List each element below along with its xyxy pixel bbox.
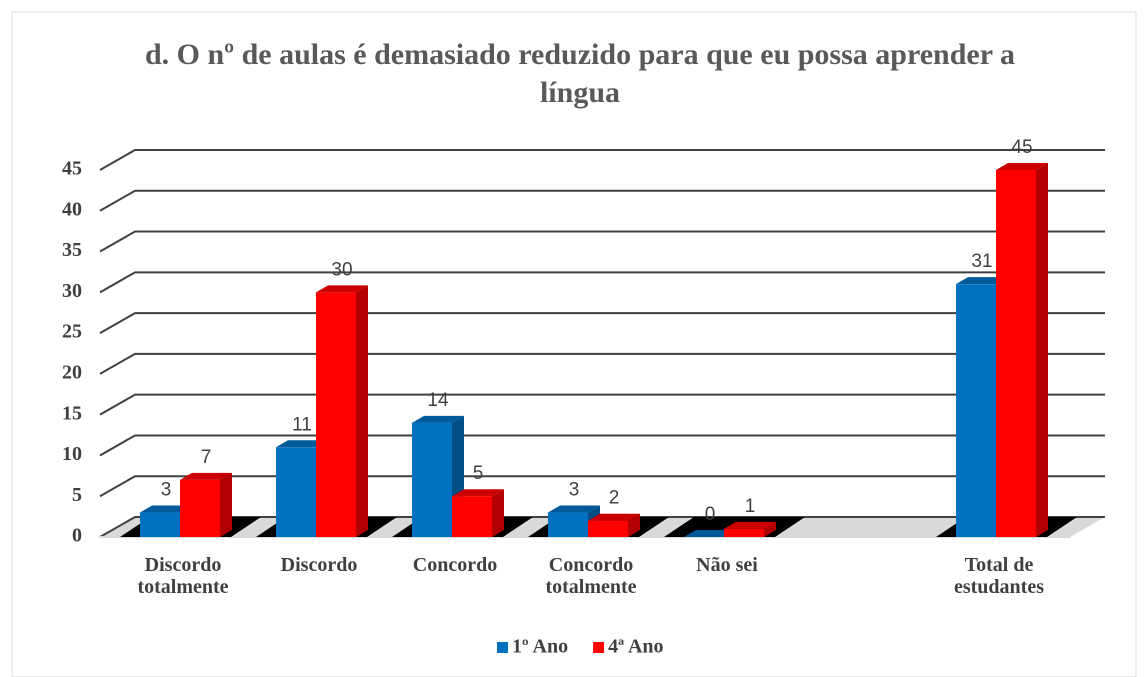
- legend-swatch: [497, 642, 508, 653]
- y-tick-label: 35: [62, 239, 82, 261]
- bar-top: [316, 285, 368, 293]
- bar: [996, 170, 1036, 537]
- data-label: 45: [1011, 137, 1032, 158]
- bar: [588, 520, 628, 537]
- bar-side: [628, 513, 640, 537]
- x-tick-label: Não sei: [696, 554, 758, 576]
- bar: [548, 512, 588, 537]
- x-tick-label: Concordo totalmente: [545, 554, 637, 598]
- bar: [956, 284, 996, 537]
- grid-line: [99, 230, 1105, 253]
- bar: [452, 496, 492, 537]
- bar-top: [684, 530, 736, 537]
- grid-line: [99, 149, 1105, 171]
- data-label: 14: [427, 390, 449, 411]
- x-tick-label: Total de estudantes: [953, 554, 1044, 598]
- bar-top: [588, 513, 640, 521]
- bar-side: [220, 472, 232, 537]
- bar-top: [140, 505, 192, 513]
- x-tick-label: Concordo: [412, 554, 498, 576]
- data-label: 3: [569, 480, 580, 501]
- y-tick-label: 20: [62, 361, 82, 383]
- legend-label: 4ª Ano: [608, 636, 663, 658]
- data-label: 3: [161, 480, 172, 501]
- chart-border: [11, 11, 1137, 677]
- bar: [316, 292, 356, 537]
- bar-top: [996, 163, 1048, 170]
- x-tick-label: Discordo totalmente: [137, 554, 229, 598]
- bar: [180, 479, 220, 537]
- bar-top: [452, 489, 504, 497]
- bar-side: [492, 489, 504, 537]
- data-label: 7: [201, 447, 212, 468]
- grid-line: [99, 312, 1105, 334]
- data-label: 5: [473, 463, 484, 484]
- grid-line: [99, 434, 1105, 457]
- chart-title: d. O nº de aulas é demasiado reduzido pa…: [144, 38, 1016, 109]
- grid-line: [99, 271, 1105, 294]
- data-label: 2: [609, 488, 620, 509]
- data-label: 11: [292, 414, 312, 435]
- bar-top: [276, 440, 328, 448]
- bar-top: [956, 277, 1008, 285]
- grid-line: [99, 393, 1105, 416]
- grid-line: [99, 189, 1105, 212]
- bar-top: [180, 472, 232, 480]
- bar-side: [356, 285, 368, 537]
- y-tick-label: 15: [62, 402, 82, 424]
- legend-swatch: [593, 642, 605, 653]
- y-tick-label: 45: [62, 158, 82, 180]
- bar: [412, 422, 452, 537]
- y-tick-label: 0: [72, 525, 82, 547]
- bar: [276, 447, 316, 537]
- bar: [724, 528, 764, 537]
- grid-line: [99, 352, 1105, 375]
- bar-side: [764, 521, 776, 537]
- legend-label: 1º Ano: [512, 636, 568, 658]
- bar-side: [1036, 163, 1048, 537]
- y-tick-label: 30: [62, 280, 82, 302]
- data-label: 30: [331, 259, 352, 280]
- data-label: 31: [971, 251, 992, 272]
- bar: [140, 512, 180, 537]
- data-label: 0: [705, 504, 716, 525]
- y-tick-label: 5: [72, 484, 82, 506]
- y-tick-label: 10: [62, 443, 82, 465]
- x-tick-label: Discordo: [280, 554, 358, 576]
- data-label: 1: [745, 496, 756, 517]
- y-tick-label: 40: [62, 198, 82, 220]
- bar-top: [724, 521, 776, 529]
- y-tick-label: 25: [62, 321, 82, 343]
- bar-top: [412, 415, 464, 423]
- grid-line: [99, 475, 1105, 498]
- bar-top: [548, 505, 600, 513]
